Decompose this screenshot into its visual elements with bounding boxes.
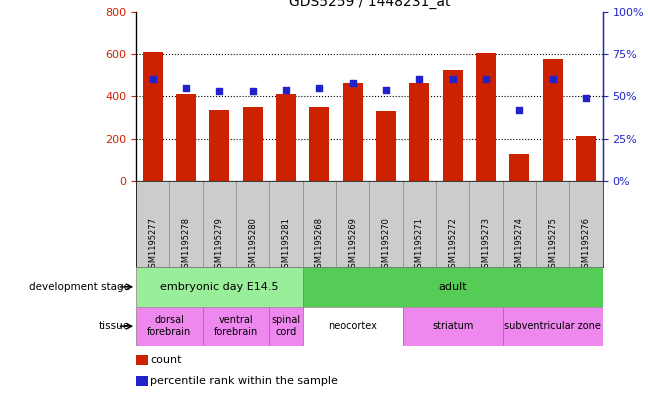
Text: ventral
forebrain: ventral forebrain xyxy=(214,316,258,337)
Bar xyxy=(410,83,430,181)
Text: subventricular zone: subventricular zone xyxy=(504,321,601,331)
Bar xyxy=(443,70,463,181)
Text: tissue: tissue xyxy=(98,321,130,331)
Bar xyxy=(343,83,363,181)
Text: dorsal
forebrain: dorsal forebrain xyxy=(147,316,192,337)
Bar xyxy=(476,53,496,181)
Point xyxy=(347,80,358,86)
Point xyxy=(414,76,424,83)
Text: count: count xyxy=(150,355,182,365)
Bar xyxy=(209,110,229,181)
Point xyxy=(581,95,591,101)
Bar xyxy=(136,267,303,307)
Bar xyxy=(309,107,329,181)
Text: embryonic day E14.5: embryonic day E14.5 xyxy=(160,282,279,292)
Bar xyxy=(503,307,603,346)
Point xyxy=(481,76,491,83)
Bar xyxy=(542,59,562,181)
Point xyxy=(381,86,391,93)
Text: striatum: striatum xyxy=(432,321,473,331)
Text: neocortex: neocortex xyxy=(329,321,377,331)
Bar xyxy=(143,52,163,181)
Point xyxy=(281,86,291,93)
Point xyxy=(314,84,325,91)
Bar xyxy=(576,136,596,181)
Point xyxy=(248,88,258,94)
Point xyxy=(448,76,458,83)
Bar xyxy=(270,307,303,346)
Point xyxy=(548,76,558,83)
Bar xyxy=(376,112,396,181)
Point xyxy=(214,88,225,94)
Bar xyxy=(303,267,603,307)
Text: development stage: development stage xyxy=(29,282,130,292)
Point xyxy=(181,84,191,91)
Bar xyxy=(136,307,203,346)
Bar xyxy=(509,154,529,181)
Text: spinal
cord: spinal cord xyxy=(272,316,301,337)
Bar xyxy=(176,94,196,181)
Text: adult: adult xyxy=(438,282,467,292)
Title: GDS5259 / 1448231_at: GDS5259 / 1448231_at xyxy=(288,0,450,9)
Bar xyxy=(402,307,503,346)
Bar xyxy=(276,94,296,181)
Bar xyxy=(303,307,402,346)
Bar xyxy=(243,107,262,181)
Text: percentile rank within the sample: percentile rank within the sample xyxy=(150,376,338,386)
Bar xyxy=(203,307,270,346)
Point xyxy=(514,107,524,113)
Point xyxy=(148,76,158,83)
